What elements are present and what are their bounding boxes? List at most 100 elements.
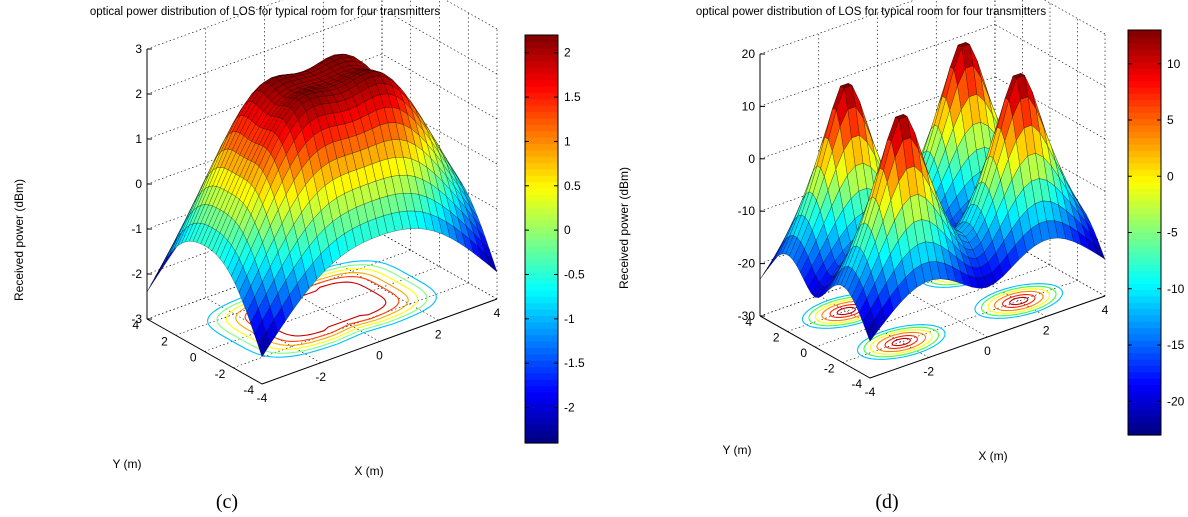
colorbar-swatch [1128, 321, 1161, 329]
colorbar-tick-label: 1 [564, 134, 571, 148]
contour-line [207, 260, 437, 358]
colorbar-swatch [525, 290, 558, 297]
colorbar-swatch [1128, 112, 1161, 120]
colorbar-swatch [1128, 162, 1161, 170]
colorbar-tick-label: 0.5 [564, 179, 581, 193]
colorbar-swatch [525, 385, 558, 393]
contour-line [884, 335, 919, 349]
colorbar-swatch [525, 41, 558, 49]
colorbar-swatch [1128, 188, 1161, 196]
colorbar-swatch [1128, 428, 1161, 436]
grid-line [323, 254, 439, 321]
contour-line [869, 329, 933, 355]
grid-line [994, 24, 1106, 87]
contour-line [974, 283, 1064, 319]
colorbar-swatch [1128, 397, 1161, 404]
contour-line [980, 285, 1057, 317]
colorbar-swatch [525, 111, 558, 119]
contour-line [1001, 294, 1036, 308]
grid-line [814, 264, 1051, 348]
grid-line [842, 280, 1078, 363]
z-tick-label: 0 [135, 177, 142, 191]
colorbar-swatch [525, 258, 558, 266]
colorbar-swatch [1128, 245, 1161, 253]
colorbar-swatch [1128, 232, 1161, 240]
colorbar-swatch [525, 47, 558, 55]
colorbar-swatch [1128, 48, 1161, 56]
colorbar-swatch [1128, 67, 1161, 75]
colorbar-swatch [525, 181, 558, 189]
contour-line [987, 288, 1051, 314]
x-axis-line [869, 295, 1106, 379]
x-tick-label: 0 [984, 344, 991, 358]
y-tick-label: 0 [190, 351, 197, 365]
colorbar-swatch [1128, 105, 1161, 113]
colorbar-swatch [525, 315, 558, 323]
colorbar-swatch [1128, 30, 1161, 37]
colorbar-tick-label: -10 [1167, 282, 1185, 296]
colorbar-swatch [1128, 207, 1161, 215]
y-tick-label: 4 [745, 315, 752, 329]
y-axis-label-d: Y (m) [722, 443, 751, 457]
chart-panel-c: optical power distribution of LOS for ty… [12, 0, 585, 513]
colorbar-swatch [525, 334, 558, 342]
contour-line [993, 290, 1044, 312]
surface-d [759, 41, 1106, 342]
colorbar-swatch [1128, 384, 1161, 392]
x-tick-label: 4 [1102, 303, 1109, 317]
colorbar-swatch [525, 200, 558, 208]
colorbar-swatch [1128, 422, 1161, 430]
x-tick-label: 0 [376, 349, 383, 363]
colorbar-swatch [525, 137, 558, 144]
colorbar-swatch [1128, 219, 1161, 227]
colorbar-tick-label: -5 [1167, 226, 1178, 240]
colorbar-swatch [525, 66, 558, 74]
colorbar-swatch [525, 86, 558, 93]
z-tick-label: 10 [742, 99, 756, 113]
colorbar-swatch [1128, 55, 1161, 63]
z-tick-label: -20 [738, 257, 756, 271]
chart-title-c: optical power distribution of LOS for ty… [90, 6, 441, 18]
colorbar-swatch [525, 360, 558, 368]
colorbar-swatch [525, 219, 558, 227]
colorbar-swatch [1128, 86, 1161, 94]
x-tick-label: -4 [257, 391, 268, 405]
colorbar-swatch [525, 194, 558, 202]
colorbar-swatch [525, 328, 558, 336]
grid-line [204, 266, 440, 352]
grid-line [146, 0, 284, 50]
colorbar-swatch [525, 143, 558, 151]
z-tick-label: -2 [131, 267, 142, 281]
colorbar-swatch [525, 347, 558, 355]
colorbar-swatch [1128, 238, 1161, 246]
colorbar-swatch [1128, 74, 1161, 82]
x-axis-label-c: X (m) [354, 464, 383, 478]
colorbar-swatch [1128, 137, 1161, 145]
colorbar-swatch [1128, 340, 1161, 348]
x-tick-label: -4 [865, 385, 876, 399]
contour-line [1009, 296, 1029, 306]
colorbar-swatch [525, 398, 558, 406]
contour-line [216, 264, 428, 354]
contour-line [836, 306, 856, 316]
colorbar-swatch [525, 417, 558, 425]
z-tick-label: -3 [131, 312, 142, 326]
y-tick-label: 2 [161, 334, 168, 348]
grid-line [759, 0, 916, 55]
grid-line [1044, 0, 1106, 35]
colorbar-swatch [525, 302, 558, 310]
colorbar-swatch [1128, 143, 1161, 151]
colorbar-swatch [525, 296, 558, 304]
chart-title-d: optical power distribution of LOS for ty… [696, 6, 1047, 18]
colorbar-c: -2 -1.5 -1 -0.5 0 0.5 1 1.5 2 [524, 34, 585, 444]
colorbar-tick-label: 2 [564, 46, 571, 60]
grid-line [759, 24, 996, 107]
colorbar-swatch [525, 35, 558, 42]
colorbar-swatch [1128, 131, 1161, 139]
colorbar-swatch [525, 366, 558, 374]
y-tick-label: 4 [132, 318, 139, 332]
colorbar-swatch [525, 245, 558, 253]
y-tick-label: 2 [773, 331, 780, 345]
z-tick-label: 3 [135, 42, 142, 56]
